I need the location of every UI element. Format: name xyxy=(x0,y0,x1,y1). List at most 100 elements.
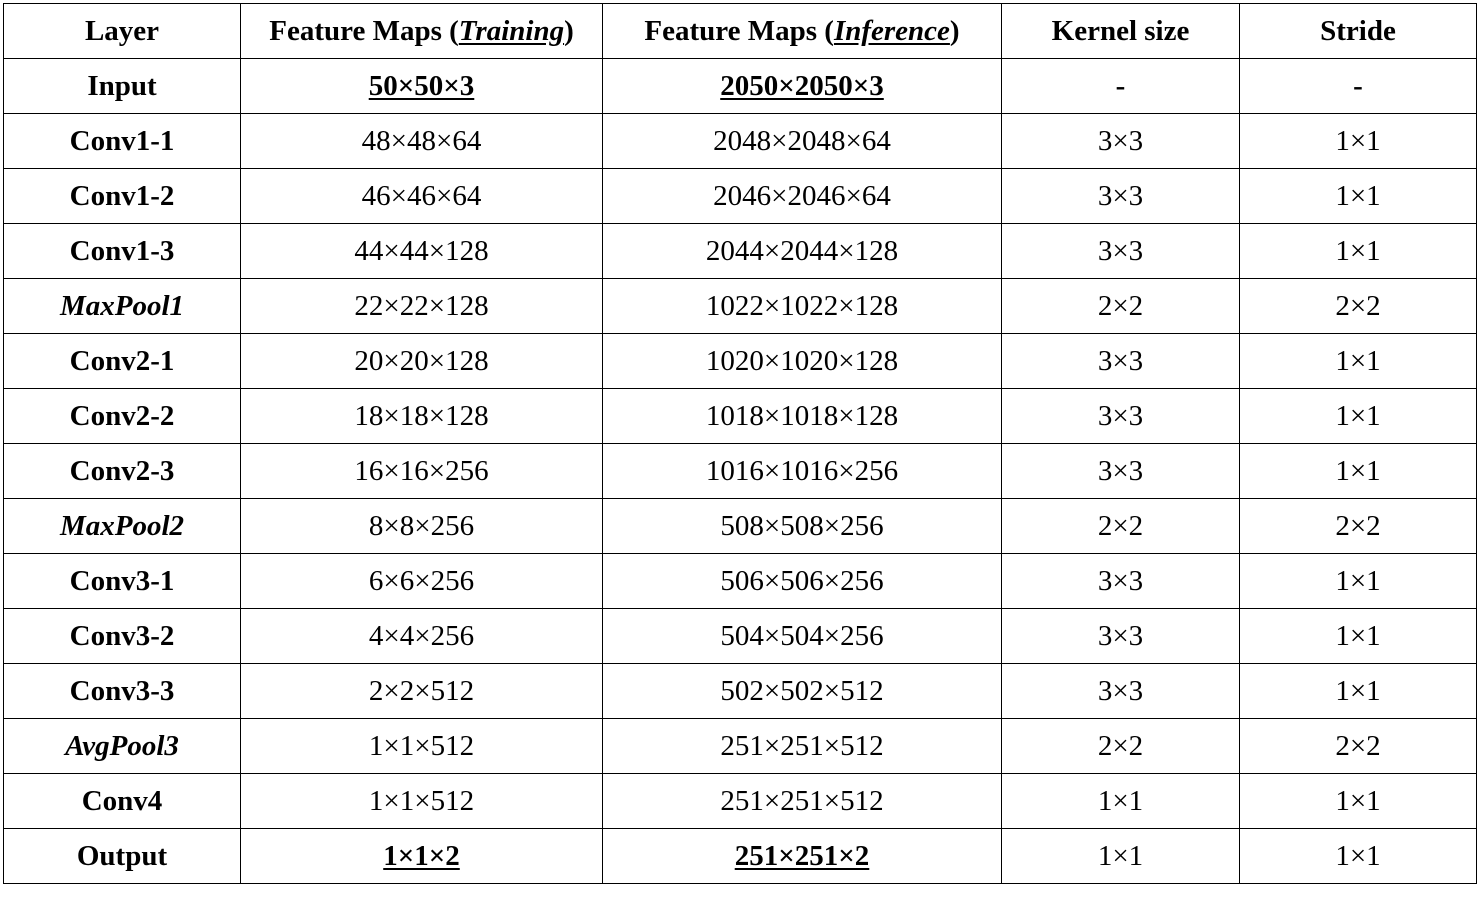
inference-cell: 2044×2044×128 xyxy=(602,223,1002,279)
layer-cell: Input xyxy=(3,58,241,114)
header-training-suffix: ) xyxy=(564,14,574,47)
training-cell: 48×48×64 xyxy=(240,113,603,169)
inference-cell: 1022×1022×128 xyxy=(602,278,1002,334)
kernel-cell: 3×3 xyxy=(1001,663,1240,719)
kernel-cell: 3×3 xyxy=(1001,113,1240,169)
stride-cell: 1×1 xyxy=(1239,113,1477,169)
kernel-cell: 2×2 xyxy=(1001,718,1240,774)
kernel-cell: 3×3 xyxy=(1001,388,1240,444)
layer-cell: Conv1-1 xyxy=(3,113,241,169)
table-row: Conv1-1 48×48×64 2048×2048×64 3×3 1×1 xyxy=(3,113,1477,169)
stride-cell: 1×1 xyxy=(1239,443,1477,499)
table-row: MaxPool1 22×22×128 1022×1022×128 2×2 2×2 xyxy=(3,278,1477,334)
stride-cell: 1×1 xyxy=(1239,223,1477,279)
inference-cell: 2046×2046×64 xyxy=(602,168,1002,224)
header-stride: Stride xyxy=(1239,3,1477,59)
stride-cell: 1×1 xyxy=(1239,553,1477,609)
stride-cell: 1×1 xyxy=(1239,168,1477,224)
layer-cell: Conv2-3 xyxy=(3,443,241,499)
inference-cell: 2050×2050×3 xyxy=(602,58,1002,114)
layer-cell: AvgPool3 xyxy=(3,718,241,774)
header-kernel: Kernel size xyxy=(1001,3,1240,59)
kernel-cell: 3×3 xyxy=(1001,608,1240,664)
table-row: Conv1-2 46×46×64 2046×2046×64 3×3 1×1 xyxy=(3,168,1477,224)
layer-cell: MaxPool2 xyxy=(3,498,241,554)
kernel-cell: - xyxy=(1001,58,1240,114)
inference-cell: 1018×1018×128 xyxy=(602,388,1002,444)
layer-cell: Conv1-2 xyxy=(3,168,241,224)
inference-cell: 251×251×2 xyxy=(602,828,1002,884)
training-cell: 1×1×512 xyxy=(240,718,603,774)
layer-cell: MaxPool1 xyxy=(3,278,241,334)
stride-cell: 1×1 xyxy=(1239,828,1477,884)
training-cell: 44×44×128 xyxy=(240,223,603,279)
training-cell: 18×18×128 xyxy=(240,388,603,444)
header-training-word: Training xyxy=(458,14,565,47)
layer-cell: Output xyxy=(3,828,241,884)
kernel-cell: 3×3 xyxy=(1001,443,1240,499)
kernel-cell: 3×3 xyxy=(1001,223,1240,279)
table-row: AvgPool3 1×1×512 251×251×512 2×2 2×2 xyxy=(3,718,1477,774)
inference-cell: 1020×1020×128 xyxy=(602,333,1002,389)
training-cell: 46×46×64 xyxy=(240,168,603,224)
layer-cell: Conv2-2 xyxy=(3,388,241,444)
header-inference: Feature Maps (Inference) xyxy=(602,3,1002,59)
header-inference-suffix: ) xyxy=(949,14,960,47)
architecture-table: Layer Feature Maps (Training) Feature Ma… xyxy=(3,3,1477,884)
training-cell: 22×22×128 xyxy=(240,278,603,334)
stride-cell: 1×1 xyxy=(1239,333,1477,389)
training-cell: 20×20×128 xyxy=(240,333,603,389)
kernel-cell: 2×2 xyxy=(1001,498,1240,554)
training-cell: 50×50×3 xyxy=(240,58,603,114)
training-cell: 1×1×512 xyxy=(240,773,603,829)
inference-cell: 1016×1016×256 xyxy=(602,443,1002,499)
training-cell: 6×6×256 xyxy=(240,553,603,609)
layer-cell: Conv3-2 xyxy=(3,608,241,664)
stride-cell: 2×2 xyxy=(1239,278,1477,334)
table-row: Conv1-3 44×44×128 2044×2044×128 3×3 1×1 xyxy=(3,223,1477,279)
stride-cell: 2×2 xyxy=(1239,718,1477,774)
inference-cell: 251×251×512 xyxy=(602,773,1002,829)
kernel-cell: 1×1 xyxy=(1001,773,1240,829)
table-row: Conv2-1 20×20×128 1020×1020×128 3×3 1×1 xyxy=(3,333,1477,389)
table-row: MaxPool2 8×8×256 508×508×256 2×2 2×2 xyxy=(3,498,1477,554)
table-row: Conv2-2 18×18×128 1018×1018×128 3×3 1×1 xyxy=(3,388,1477,444)
stride-cell: 1×1 xyxy=(1239,608,1477,664)
table-row: Output 1×1×2 251×251×2 1×1 1×1 xyxy=(3,828,1477,884)
header-row: Layer Feature Maps (Training) Feature Ma… xyxy=(3,3,1477,59)
stride-cell: - xyxy=(1239,58,1477,114)
table-row: Conv4 1×1×512 251×251×512 1×1 1×1 xyxy=(3,773,1477,829)
stride-cell: 2×2 xyxy=(1239,498,1477,554)
kernel-cell: 3×3 xyxy=(1001,168,1240,224)
inference-cell: 251×251×512 xyxy=(602,718,1002,774)
inference-cell: 506×506×256 xyxy=(602,553,1002,609)
table-row: Input 50×50×3 2050×2050×3 - - xyxy=(3,58,1477,114)
training-cell: 16×16×256 xyxy=(240,443,603,499)
layer-cell: Conv3-3 xyxy=(3,663,241,719)
kernel-cell: 3×3 xyxy=(1001,553,1240,609)
inference-cell: 502×502×512 xyxy=(602,663,1002,719)
training-cell: 2×2×512 xyxy=(240,663,603,719)
stride-cell: 1×1 xyxy=(1239,388,1477,444)
header-layer: Layer xyxy=(3,3,241,59)
kernel-cell: 2×2 xyxy=(1001,278,1240,334)
header-training-prefix: Feature Maps ( xyxy=(269,14,459,47)
table-row: Conv2-3 16×16×256 1016×1016×256 3×3 1×1 xyxy=(3,443,1477,499)
layer-cell: Conv4 xyxy=(3,773,241,829)
table-row: Conv3-3 2×2×512 502×502×512 3×3 1×1 xyxy=(3,663,1477,719)
header-inference-word: Inference xyxy=(833,14,950,47)
stride-cell: 1×1 xyxy=(1239,773,1477,829)
inference-cell: 2048×2048×64 xyxy=(602,113,1002,169)
layer-cell: Conv1-3 xyxy=(3,223,241,279)
header-training: Feature Maps (Training) xyxy=(240,3,603,59)
table-row: Conv3-2 4×4×256 504×504×256 3×3 1×1 xyxy=(3,608,1477,664)
layer-cell: Conv2-1 xyxy=(3,333,241,389)
training-cell: 1×1×2 xyxy=(240,828,603,884)
kernel-cell: 3×3 xyxy=(1001,333,1240,389)
training-cell: 4×4×256 xyxy=(240,608,603,664)
header-inference-prefix: Feature Maps ( xyxy=(644,14,834,47)
layer-cell: Conv3-1 xyxy=(3,553,241,609)
kernel-cell: 1×1 xyxy=(1001,828,1240,884)
training-cell: 8×8×256 xyxy=(240,498,603,554)
inference-cell: 508×508×256 xyxy=(602,498,1002,554)
